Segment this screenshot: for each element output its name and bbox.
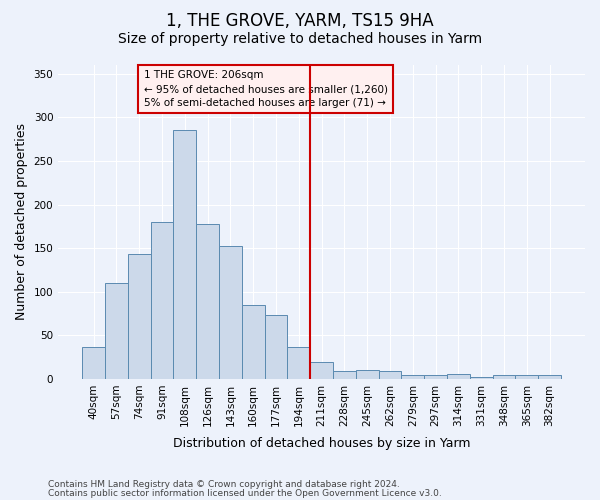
Text: Size of property relative to detached houses in Yarm: Size of property relative to detached ho…: [118, 32, 482, 46]
Bar: [424, 376, 447, 379]
Bar: [128, 254, 151, 379]
Bar: [310, 362, 333, 379]
Bar: [151, 222, 173, 379]
Text: Contains HM Land Registry data © Crown copyright and database right 2024.: Contains HM Land Registry data © Crown c…: [48, 480, 400, 489]
Bar: [242, 305, 265, 379]
Bar: [379, 371, 401, 379]
X-axis label: Distribution of detached houses by size in Yarm: Distribution of detached houses by size …: [173, 437, 470, 450]
Bar: [538, 376, 561, 379]
Bar: [173, 130, 196, 379]
Text: 1 THE GROVE: 206sqm
← 95% of detached houses are smaller (1,260)
5% of semi-deta: 1 THE GROVE: 206sqm ← 95% of detached ho…: [143, 70, 388, 108]
Bar: [265, 316, 287, 379]
Text: 1, THE GROVE, YARM, TS15 9HA: 1, THE GROVE, YARM, TS15 9HA: [166, 12, 434, 30]
Bar: [401, 376, 424, 379]
Bar: [333, 371, 356, 379]
Text: Contains public sector information licensed under the Open Government Licence v3: Contains public sector information licen…: [48, 488, 442, 498]
Bar: [287, 346, 310, 379]
Bar: [196, 224, 219, 379]
Bar: [82, 346, 105, 379]
Bar: [447, 374, 470, 379]
Bar: [356, 370, 379, 379]
Bar: [493, 376, 515, 379]
Bar: [470, 377, 493, 379]
Bar: [219, 246, 242, 379]
Y-axis label: Number of detached properties: Number of detached properties: [15, 124, 28, 320]
Bar: [105, 283, 128, 379]
Bar: [515, 376, 538, 379]
